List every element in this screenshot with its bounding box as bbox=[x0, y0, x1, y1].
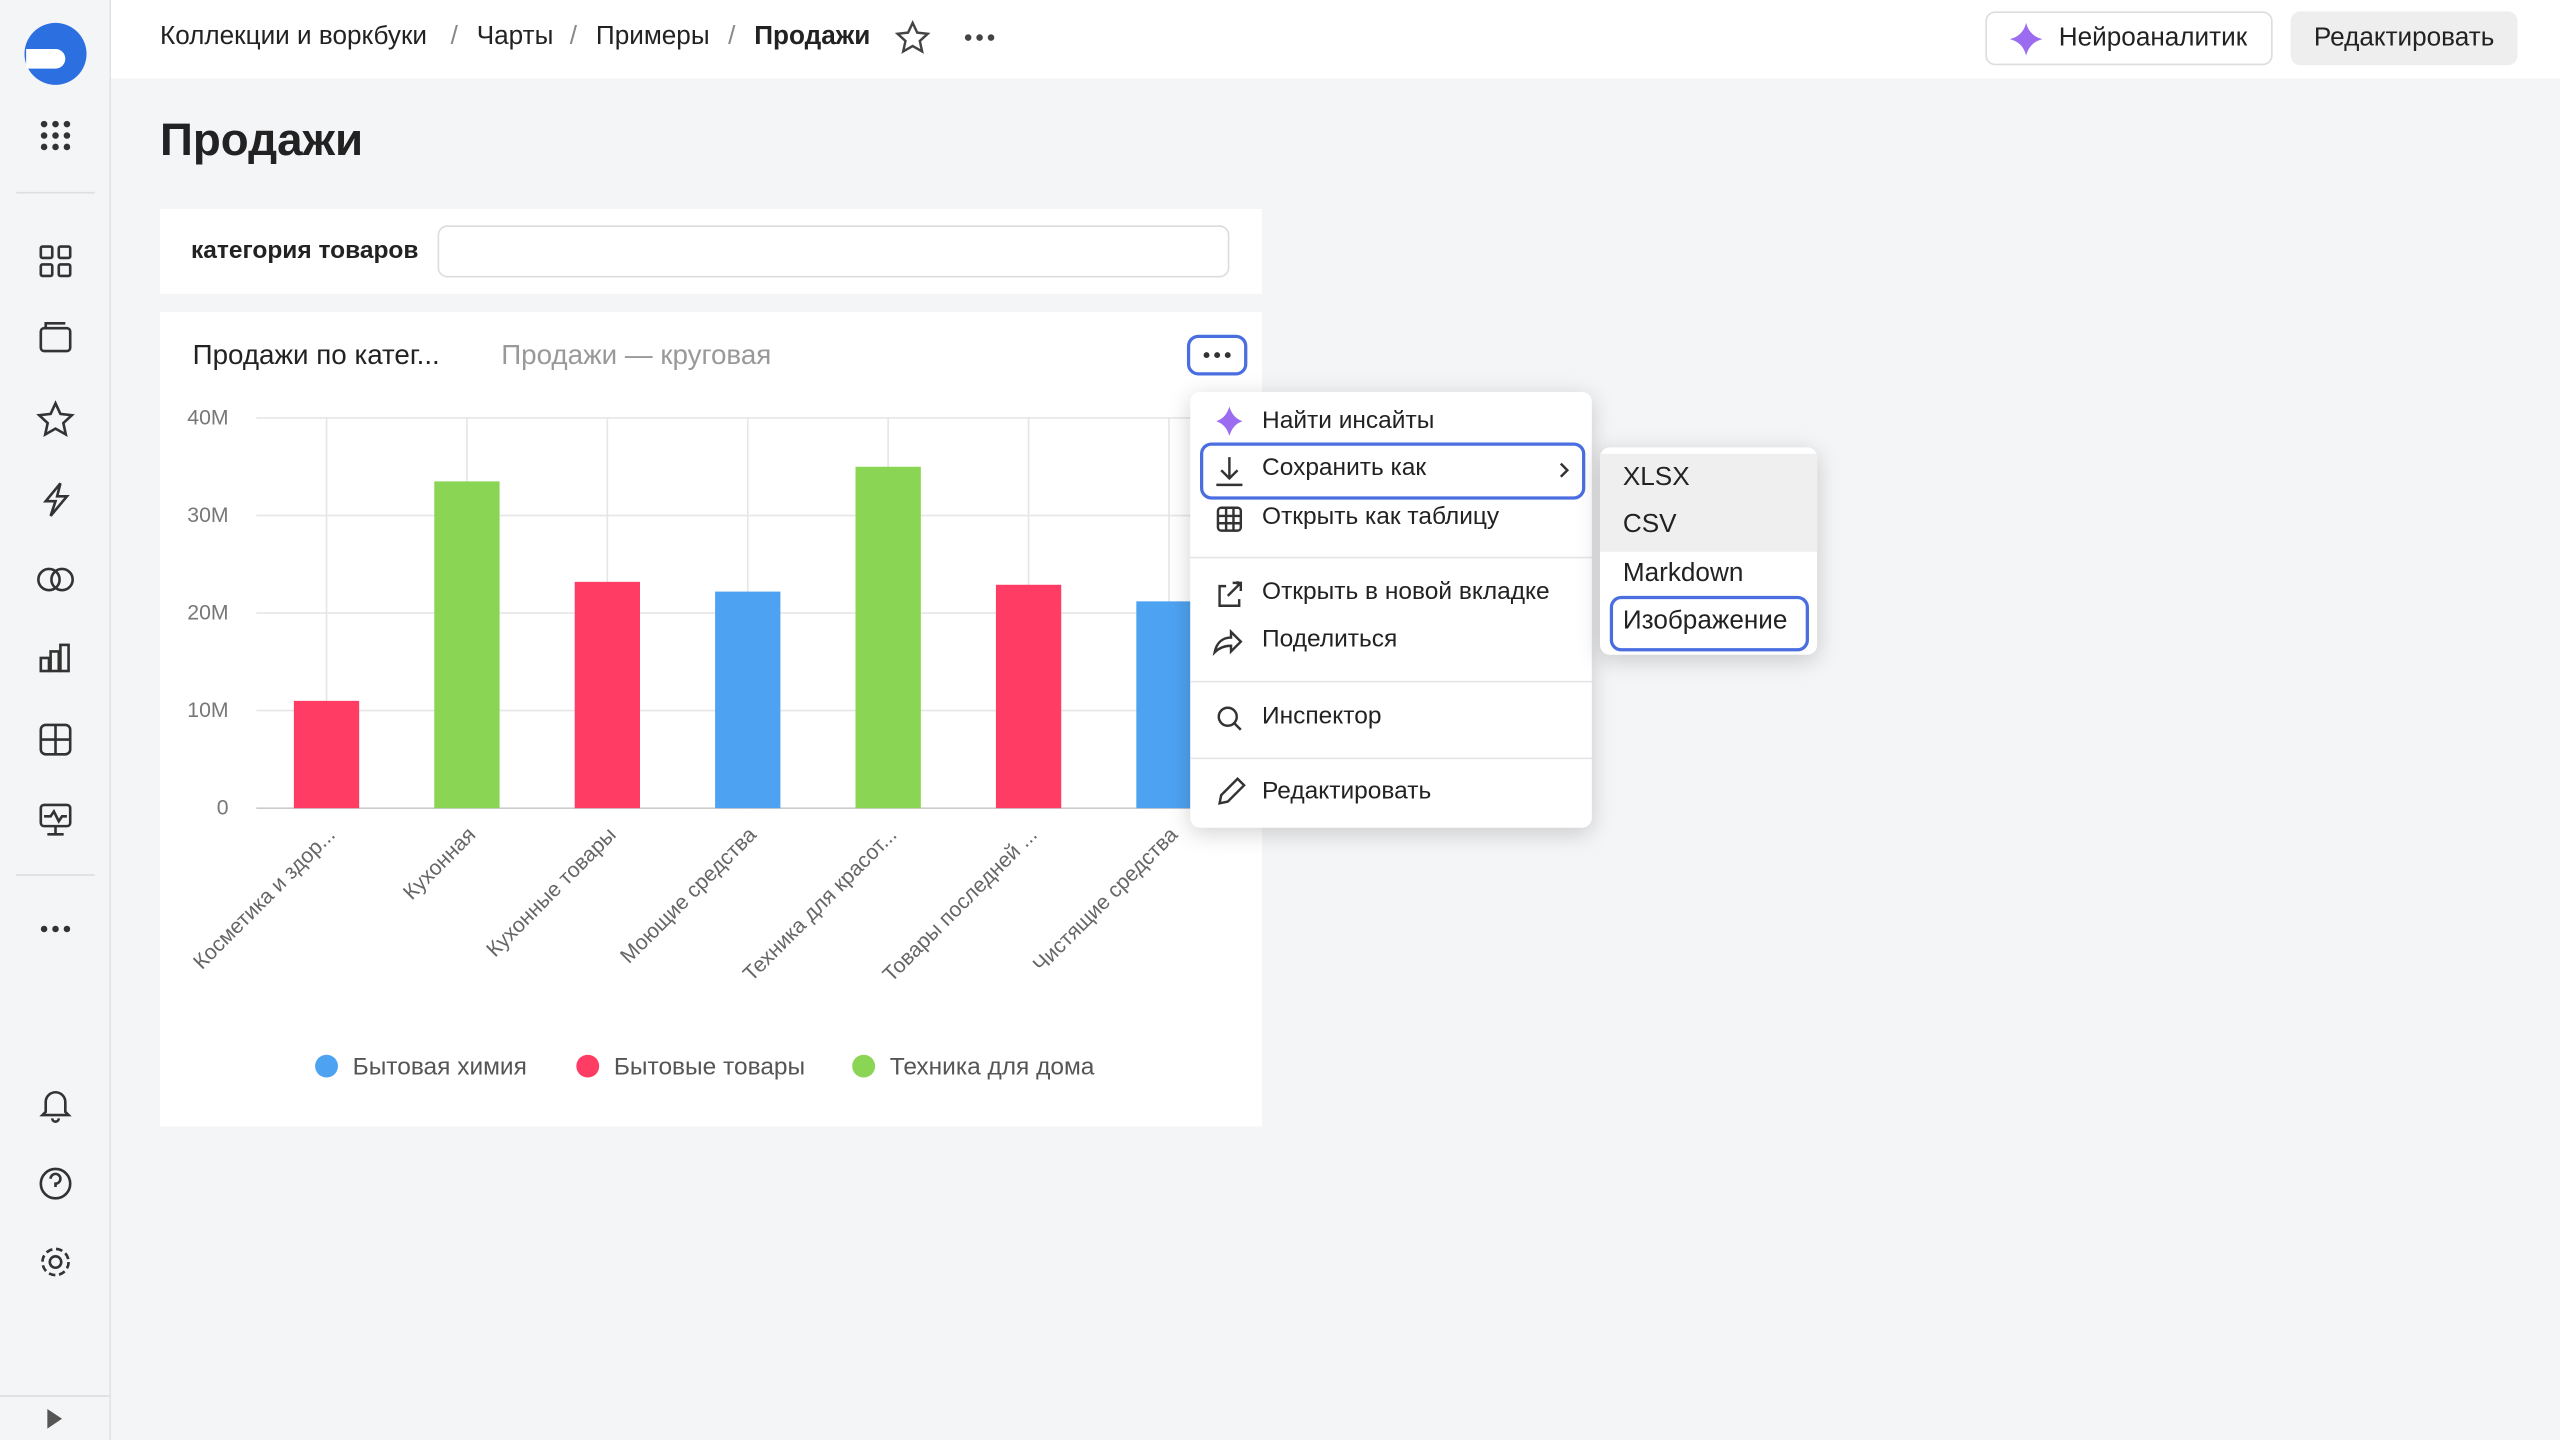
button-label: Нейроаналитик bbox=[2058, 23, 2248, 52]
hover-background bbox=[1599, 453, 1818, 552]
more-icon[interactable] bbox=[40, 925, 71, 933]
sidebar-icons bbox=[0, 22, 110, 1429]
separator bbox=[1190, 757, 1592, 760]
x-tick-label: Техника для красот... bbox=[739, 823, 902, 986]
menu-item[interactable]: Открыть как таблицу bbox=[1262, 502, 1500, 531]
help-icon[interactable] bbox=[39, 1167, 72, 1200]
legend-marker bbox=[852, 1054, 876, 1078]
nav-icon[interactable] bbox=[39, 723, 72, 756]
submenu-item[interactable]: XLSX bbox=[1622, 463, 1690, 492]
menu-item[interactable]: Открыть в новой вкладке bbox=[1262, 577, 1550, 606]
bar bbox=[434, 481, 500, 809]
nav-icon[interactable] bbox=[42, 482, 70, 517]
more-icon bbox=[1203, 352, 1231, 359]
apps-icon[interactable] bbox=[40, 120, 71, 151]
widget-menu-button[interactable] bbox=[1186, 334, 1248, 376]
legend-marker bbox=[576, 1054, 600, 1078]
logo bbox=[24, 22, 87, 85]
nav-icon[interactable] bbox=[39, 643, 70, 673]
widget-tab-active[interactable]: Продажи по катег... bbox=[192, 339, 440, 371]
nav-icon[interactable] bbox=[39, 803, 72, 836]
edit-button[interactable]: Редактировать bbox=[2290, 11, 2518, 66]
filter-panel: категория товаров bbox=[160, 208, 1263, 294]
breadcrumb[interactable]: Чарты bbox=[476, 22, 554, 51]
nav-icon[interactable] bbox=[36, 400, 75, 438]
nav-icon[interactable] bbox=[37, 567, 74, 592]
widget-tab[interactable]: Продажи — круговая bbox=[501, 339, 772, 371]
sparkle-icon bbox=[2009, 22, 2043, 55]
context-menu: Найти инсайты Сохранить как Открыть как та… bbox=[1190, 391, 1592, 828]
breadcrumb-separator: / bbox=[728, 22, 736, 51]
legend-label: Бытовые товары bbox=[614, 1053, 805, 1080]
bar bbox=[855, 466, 921, 809]
breadcrumb-separator: / bbox=[569, 22, 578, 51]
more-icon[interactable] bbox=[964, 34, 995, 41]
bar bbox=[995, 584, 1062, 809]
legend-label: Бытовая химия bbox=[353, 1053, 527, 1080]
menu-item[interactable]: Инспектор bbox=[1262, 702, 1382, 730]
breadcrumb-current: Продажи bbox=[754, 22, 871, 51]
ai-button[interactable]: Нейроаналитик bbox=[1985, 11, 2273, 66]
legend-marker bbox=[315, 1054, 338, 1078]
bar bbox=[715, 591, 781, 809]
favorite-icon[interactable] bbox=[894, 19, 931, 54]
breadcrumb[interactable]: Коллекции и воркбуки bbox=[160, 22, 427, 51]
x-tick-label: Кухонные товары bbox=[482, 823, 620, 961]
menu-icons bbox=[1212, 406, 1570, 805]
submenu: XLSX CSV Markdown Изображение bbox=[1599, 447, 1818, 655]
highlight bbox=[1609, 595, 1809, 652]
filter-input[interactable] bbox=[437, 225, 1230, 278]
button-label: Редактировать bbox=[2313, 23, 2495, 52]
expand-icon[interactable] bbox=[47, 1408, 63, 1429]
y-tick-label: 10M bbox=[187, 699, 228, 722]
chart: 0 10M 20M 30M 40M Косметика и здор... Кухонная… bbox=[187, 406, 1240, 1080]
nav-icon[interactable] bbox=[39, 245, 72, 278]
sidebar bbox=[0, 0, 112, 1440]
x-tick-label: Косметика и здор... bbox=[189, 823, 340, 974]
menu-item[interactable]: Редактировать bbox=[1262, 777, 1432, 805]
chart-widget: Продажи по катег... Продажи — круговая 0… bbox=[160, 311, 1263, 1127]
menu-item[interactable]: Найти инсайты bbox=[1262, 406, 1435, 435]
x-tick-label: Моющие средства bbox=[616, 823, 761, 968]
separator bbox=[1190, 680, 1592, 683]
breadcrumb[interactable]: Примеры bbox=[595, 22, 710, 51]
y-tick-label: 20M bbox=[187, 602, 228, 625]
separator bbox=[1190, 556, 1592, 559]
legend-label: Техника для дома bbox=[890, 1053, 1095, 1080]
menu-item[interactable]: Сохранить как bbox=[1262, 453, 1427, 482]
x-tick-label: Товары последней ... bbox=[879, 823, 1042, 986]
breadcrumb-separator: / bbox=[450, 22, 458, 51]
x-tick-label: Кухонная bbox=[399, 823, 480, 904]
nav-icon[interactable] bbox=[39, 321, 72, 353]
highlight bbox=[1200, 442, 1586, 500]
submenu-item[interactable]: CSV bbox=[1622, 511, 1677, 539]
settings-icon[interactable] bbox=[41, 1247, 70, 1277]
bell-icon[interactable] bbox=[39, 1090, 72, 1123]
page-title: Продажи bbox=[160, 114, 364, 165]
y-tick-label: 30M bbox=[187, 504, 228, 527]
submenu-item[interactable]: Изображение bbox=[1622, 607, 1788, 636]
bar bbox=[574, 581, 640, 809]
y-tick-label: 40M bbox=[187, 406, 228, 429]
y-tick-label: 0 bbox=[217, 797, 229, 820]
bar bbox=[293, 700, 360, 809]
x-tick-label: Чистящие средства bbox=[1029, 823, 1183, 977]
title-actions bbox=[894, 19, 995, 54]
filter-label: категория товаров bbox=[191, 236, 419, 265]
menu-item[interactable]: Поделиться bbox=[1262, 625, 1398, 654]
submenu-item[interactable]: Markdown bbox=[1622, 560, 1744, 588]
